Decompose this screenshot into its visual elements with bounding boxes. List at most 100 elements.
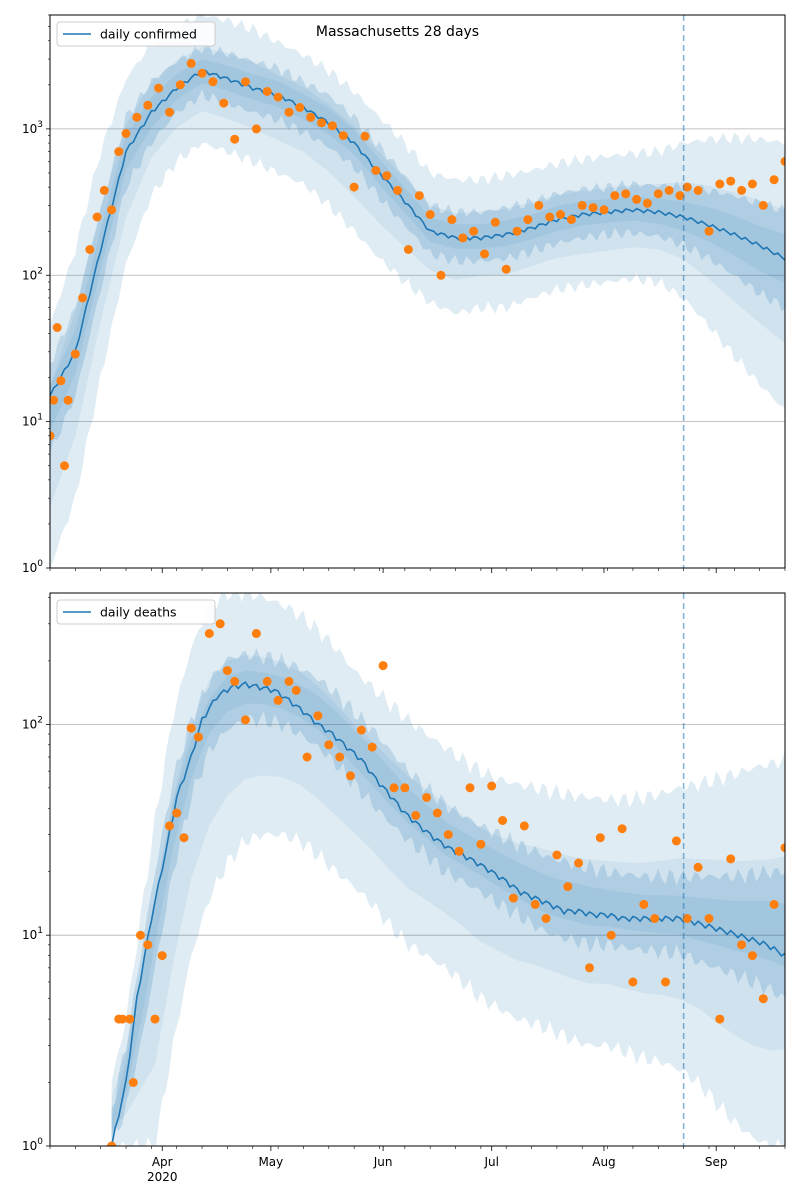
data-point-14 (204, 629, 214, 638)
x-tick-label-1: May (258, 1155, 283, 1169)
data-point-21 (273, 695, 283, 705)
data-point-56 (650, 914, 660, 923)
data-point-25 (251, 124, 261, 134)
data-point-55 (577, 200, 587, 210)
data-point-47 (552, 850, 562, 860)
data-point-2 (117, 1014, 127, 1024)
data-point-42 (436, 270, 446, 280)
data-point-63 (726, 854, 736, 864)
data-point-36 (371, 166, 381, 175)
data-point-4 (60, 461, 69, 471)
data-point-12 (186, 723, 196, 733)
y-tick-label-2: 102 (22, 715, 43, 731)
x-tick-label-5: Sep (705, 1155, 728, 1169)
data-point-14 (132, 112, 142, 122)
data-point-55 (639, 899, 649, 909)
data-point-27 (273, 92, 283, 102)
y-tick-label-3: 103 (22, 120, 43, 136)
data-point-66 (693, 185, 703, 195)
data-point-63 (664, 185, 674, 195)
data-point-39 (465, 783, 475, 793)
data-point-66 (758, 994, 768, 1004)
data-point-13 (121, 129, 131, 138)
x-tick-sublabel-0: 2020 (147, 1170, 178, 1184)
data-point-29 (295, 103, 305, 112)
data-point-31 (378, 661, 388, 671)
data-point-7 (78, 293, 88, 303)
data-point-21 (208, 77, 218, 87)
data-point-18 (175, 80, 185, 90)
data-point-15 (143, 100, 153, 110)
data-point-49 (512, 226, 522, 236)
data-point-8 (85, 245, 95, 254)
x-tick-label-2: Jun (373, 1155, 393, 1169)
legend-label: daily deaths (100, 605, 177, 620)
data-point-4 (128, 1078, 138, 1087)
plot-area (50, 15, 785, 568)
data-point-22 (219, 98, 229, 108)
chart-panel-1: 100 101 102 103 Massachusetts 28 days daily c… (22, 14, 786, 575)
data-point-40 (414, 191, 424, 201)
data-point-53 (617, 824, 627, 834)
data-point-9 (92, 212, 102, 222)
data-point-51 (534, 200, 544, 210)
data-point-44 (519, 821, 529, 831)
data-point-32 (389, 783, 399, 793)
data-point-38 (393, 185, 403, 195)
data-point-20 (262, 676, 272, 686)
data-point-2 (52, 323, 62, 332)
data-point-13 (193, 732, 203, 742)
data-point-0 (50, 431, 55, 441)
data-point-9 (165, 821, 174, 831)
data-point-60 (632, 194, 642, 204)
data-point-72 (758, 200, 768, 210)
data-point-67 (769, 899, 779, 909)
data-point-43 (508, 893, 518, 903)
data-point-46 (480, 249, 489, 259)
data-point-49 (574, 858, 584, 868)
data-point-5 (136, 930, 145, 940)
uncertainty-inner-band-95 (111, 655, 785, 1131)
data-point-52 (606, 930, 616, 940)
data-point-45 (530, 899, 540, 909)
data-point-48 (501, 264, 511, 274)
y-tick-label-1: 101 (22, 926, 43, 942)
series-line-median (50, 69, 785, 397)
uncertainty-band-95 (111, 593, 785, 1146)
uncertainty-band-50 (111, 648, 785, 1146)
data-point-34 (349, 182, 359, 192)
data-point-51 (595, 833, 605, 843)
data-point-35 (422, 793, 432, 802)
data-point-6 (143, 940, 153, 950)
data-point-34 (411, 810, 421, 820)
data-point-37 (382, 171, 392, 181)
data-point-57 (599, 205, 609, 215)
data-point-23 (230, 134, 240, 144)
data-point-33 (400, 783, 410, 793)
legend-box (56, 21, 216, 47)
data-point-58 (671, 836, 681, 846)
y-tick-label-0: 100 (22, 1137, 43, 1153)
data-point-17 (230, 676, 240, 686)
data-point-26 (324, 740, 334, 750)
axes-frame (49, 592, 786, 1147)
data-point-11 (179, 833, 189, 843)
data-point-41 (487, 781, 497, 791)
x-tick-label-0: Apr (152, 1155, 173, 1169)
legend: daily confirmed (56, 21, 216, 47)
data-point-56 (588, 203, 598, 213)
data-point-20 (197, 68, 207, 78)
data-point-12 (114, 147, 124, 157)
y-tick-label-2: 102 (22, 266, 43, 282)
data-point-68 (715, 179, 725, 189)
chart-title: Massachusetts 28 days (316, 24, 479, 40)
data-point-11 (107, 205, 117, 215)
data-point-64 (737, 940, 747, 950)
data-point-23 (291, 685, 301, 695)
data-point-16 (222, 666, 232, 676)
data-point-54 (566, 215, 576, 225)
data-point-60 (693, 862, 703, 872)
data-point-8 (157, 951, 167, 961)
